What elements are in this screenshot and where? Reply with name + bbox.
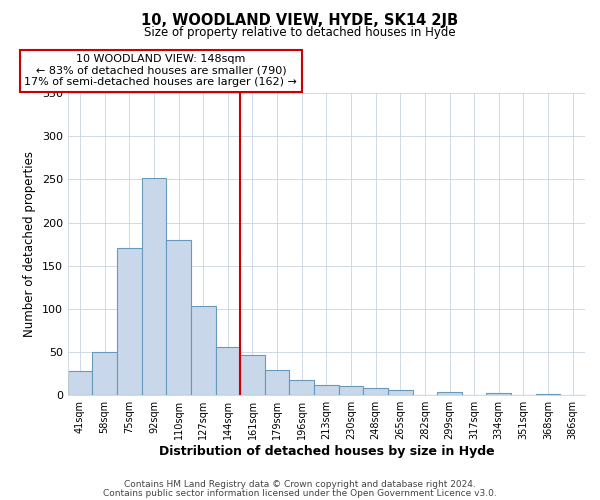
X-axis label: Distribution of detached houses by size in Hyde: Distribution of detached houses by size … <box>158 444 494 458</box>
Bar <box>437 392 462 394</box>
Bar <box>240 355 265 395</box>
Y-axis label: Number of detached properties: Number of detached properties <box>23 151 36 337</box>
Bar <box>142 178 166 394</box>
Bar <box>314 385 338 394</box>
Bar <box>117 248 142 394</box>
Text: 10 WOODLAND VIEW: 148sqm
← 83% of detached houses are smaller (790)
17% of semi-: 10 WOODLAND VIEW: 148sqm ← 83% of detach… <box>25 54 297 88</box>
Bar <box>364 388 388 394</box>
Bar <box>338 386 364 394</box>
Bar <box>265 370 289 394</box>
Text: Size of property relative to detached houses in Hyde: Size of property relative to detached ho… <box>144 26 456 39</box>
Bar <box>388 390 413 394</box>
Text: 10, WOODLAND VIEW, HYDE, SK14 2JB: 10, WOODLAND VIEW, HYDE, SK14 2JB <box>142 12 458 28</box>
Bar <box>215 348 240 395</box>
Bar <box>487 393 511 394</box>
Text: Contains HM Land Registry data © Crown copyright and database right 2024.: Contains HM Land Registry data © Crown c… <box>124 480 476 489</box>
Bar <box>92 352 117 395</box>
Bar <box>68 370 92 394</box>
Text: Contains public sector information licensed under the Open Government Licence v3: Contains public sector information licen… <box>103 488 497 498</box>
Bar <box>191 306 215 394</box>
Bar <box>166 240 191 394</box>
Bar <box>289 380 314 394</box>
